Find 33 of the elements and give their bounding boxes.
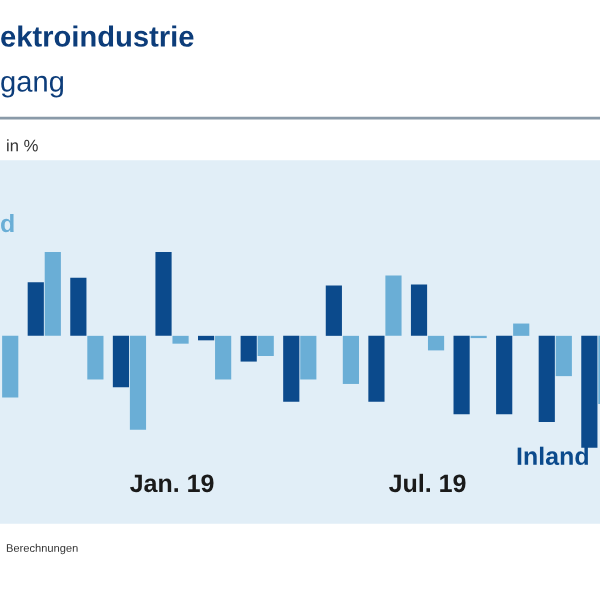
series-label: d xyxy=(1,214,14,233)
bar xyxy=(112,335,130,388)
bar xyxy=(27,282,44,336)
text: in % xyxy=(7,139,38,152)
bar xyxy=(555,335,572,377)
bar xyxy=(300,335,317,380)
bar xyxy=(410,284,428,336)
bar xyxy=(172,335,189,344)
bar xyxy=(342,335,359,384)
bar xyxy=(325,285,342,336)
bar xyxy=(70,277,87,336)
bar xyxy=(513,323,530,336)
x-tick-label: Jul. 19 xyxy=(389,473,466,493)
bar xyxy=(427,335,445,351)
bar xyxy=(581,335,598,448)
bar xyxy=(155,251,172,336)
bar xyxy=(283,335,300,402)
bar xyxy=(215,335,232,380)
bar xyxy=(538,335,555,422)
bar xyxy=(453,335,470,415)
bar xyxy=(257,335,274,356)
bar xyxy=(368,335,385,402)
bar xyxy=(129,335,147,430)
bar xyxy=(87,335,104,380)
bar xyxy=(44,251,61,336)
x-tick-label: Jan. 19 xyxy=(130,474,214,493)
series-label: Inland xyxy=(517,446,588,466)
chart-subtitle: gang xyxy=(1,75,64,98)
bar xyxy=(385,275,402,336)
bar xyxy=(496,335,513,415)
bar xyxy=(240,335,257,362)
bar xyxy=(2,335,19,398)
chart-title: ektroindustrie xyxy=(1,25,194,47)
